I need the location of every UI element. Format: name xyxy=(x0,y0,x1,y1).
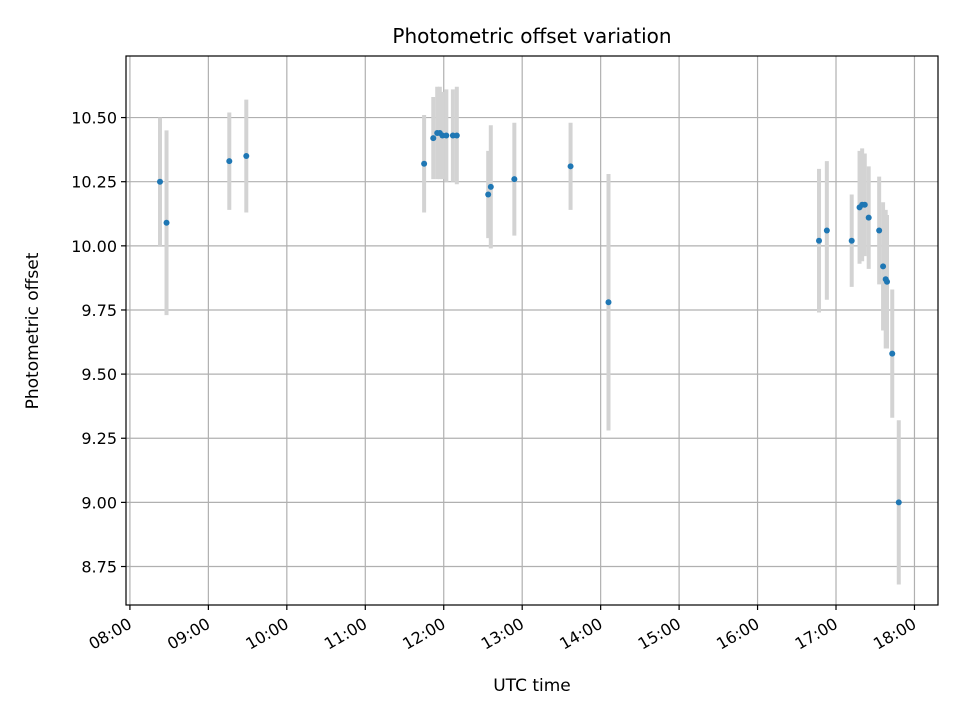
data-point xyxy=(163,219,170,226)
y-tick-label: 9.75 xyxy=(81,301,117,320)
data-point xyxy=(243,153,250,160)
data-point xyxy=(889,350,896,357)
data-point xyxy=(485,191,492,198)
y-axis-title: Photometric offset xyxy=(23,252,43,409)
y-tick-label: 9.00 xyxy=(81,493,117,512)
y-tick-label: 10.50 xyxy=(71,109,117,128)
data-point xyxy=(880,263,887,270)
data-point xyxy=(876,227,883,234)
data-point xyxy=(895,499,902,506)
data-point xyxy=(605,299,612,306)
data-point xyxy=(443,132,450,139)
data-point xyxy=(156,178,163,185)
y-tick-label: 10.00 xyxy=(71,237,117,256)
data-point xyxy=(421,160,428,167)
y-tick-label: 10.25 xyxy=(71,173,117,192)
data-point xyxy=(453,132,460,139)
y-axis-ticks: 8.75 9.00 9.25 9.50 9.75 10.00 10.25 10.50 xyxy=(71,109,126,577)
data-point xyxy=(487,183,494,190)
data-point xyxy=(884,278,891,285)
y-tick-label: 9.25 xyxy=(81,429,117,448)
data-points xyxy=(156,129,902,506)
chart-title: Photometric offset variation xyxy=(392,24,671,48)
plot-frame xyxy=(125,55,939,606)
data-point xyxy=(816,237,823,244)
grid xyxy=(126,56,938,605)
data-point xyxy=(848,237,855,244)
y-tick-label: 8.75 xyxy=(81,558,117,577)
data-point xyxy=(226,158,233,165)
data-point xyxy=(865,214,872,221)
data-point xyxy=(861,201,868,208)
data-point xyxy=(823,227,830,234)
data-point xyxy=(430,135,437,142)
data-point xyxy=(567,163,574,170)
data-point xyxy=(511,176,518,183)
x-axis-title: UTC time xyxy=(493,676,571,696)
y-tick-label: 9.50 xyxy=(81,365,117,384)
